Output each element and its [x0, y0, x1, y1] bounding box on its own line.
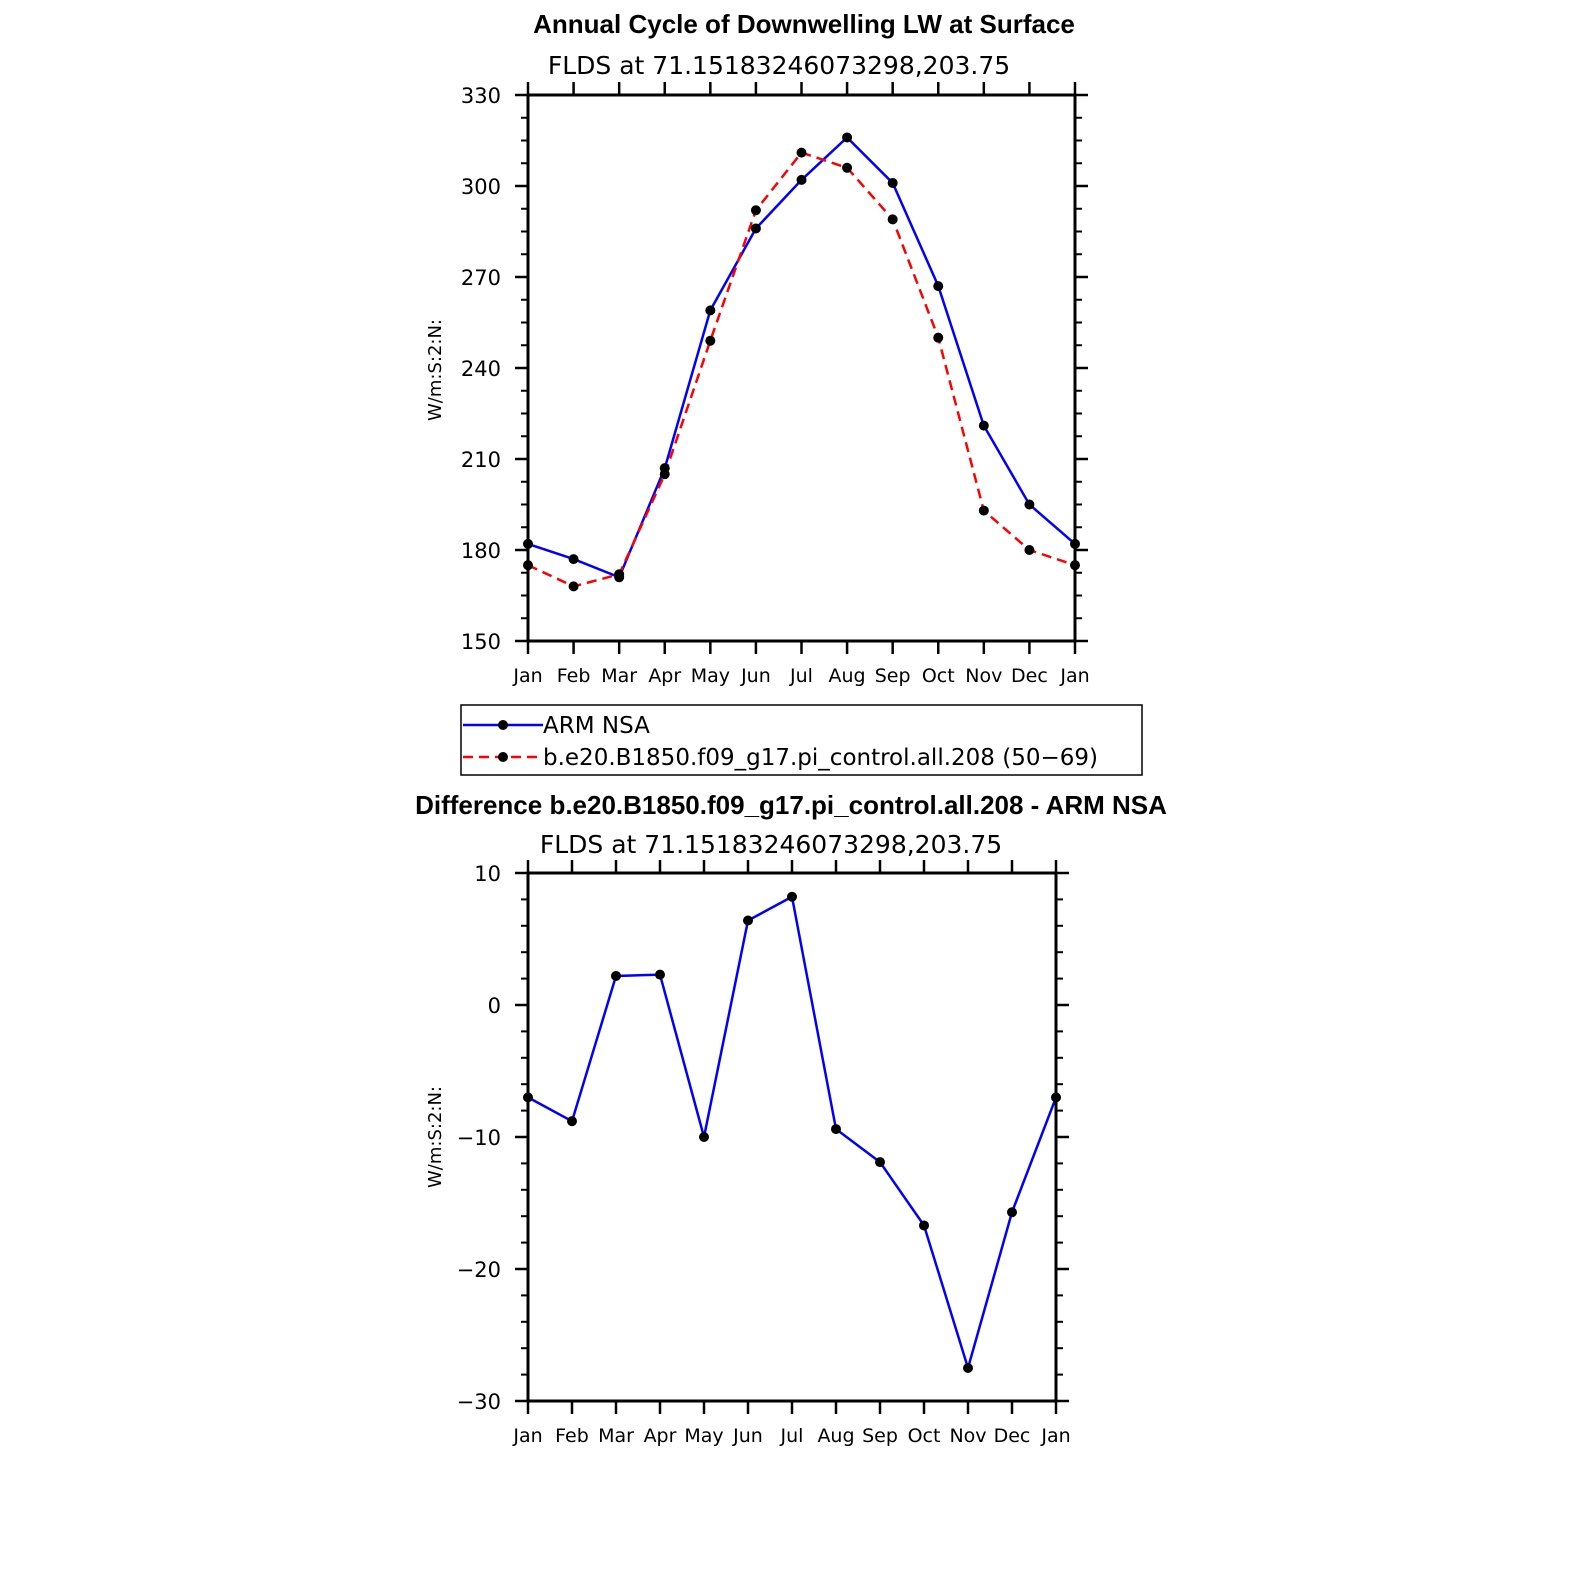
- axis-ticks: 150 180 210 240 270 300 330 Jan Feb Mar Apr May Jun J…: [461, 82, 1090, 687]
- data-point: [1007, 1207, 1017, 1218]
- y-tick-label: 240: [461, 357, 501, 381]
- data-point: [699, 1132, 709, 1142]
- data-point: [933, 281, 944, 292]
- series-points: [523, 132, 1080, 592]
- x-tick-label: Feb: [555, 1425, 589, 1447]
- series-line-1: [527, 151, 1076, 588]
- data-point: [919, 1220, 929, 1231]
- data-point: [796, 174, 807, 185]
- x-tick-label: Oct: [922, 665, 955, 687]
- x-tick-label: Sep: [862, 1425, 898, 1447]
- x-tick-label: Aug: [817, 1425, 854, 1447]
- data-point: [1024, 545, 1035, 555]
- chart-subtitle: FLDS at 71.15183246073298,203.75: [548, 51, 1010, 80]
- y-tick-label: −30: [457, 1390, 501, 1414]
- x-tick-label: Jan: [1059, 665, 1089, 687]
- series-points: [523, 891, 1061, 1373]
- axis-ticks: −30 −20 −10 0 10 Jan Feb Mar Apr May Jun Jul Aug Sep O…: [457, 860, 1071, 1447]
- plot-frame: [526, 93, 1077, 643]
- x-tick-label: Jun: [732, 1425, 763, 1447]
- y-tick-label: −20: [457, 1258, 501, 1282]
- y-tick-label: 300: [461, 175, 501, 199]
- data-point: [750, 205, 761, 216]
- x-tick-label: Aug: [829, 665, 866, 687]
- x-tick-label: Jan: [1040, 1425, 1070, 1447]
- y-tick-label: 330: [461, 84, 501, 108]
- x-tick-label: May: [691, 665, 730, 687]
- y-tick-label: 0: [488, 994, 501, 1018]
- data-point: [614, 569, 625, 580]
- x-tick-label: Mar: [601, 665, 637, 687]
- y-tick-label: 270: [461, 266, 501, 290]
- x-tick-label: Jul: [789, 665, 813, 687]
- y-tick-label: 150: [461, 630, 501, 654]
- data-point: [842, 162, 853, 173]
- data-point: [842, 132, 853, 143]
- chart-title: Difference b.e20.B1850.f09_g17.pi_contro…: [415, 790, 1167, 820]
- series-line-0: [527, 135, 1076, 579]
- legend: ARM NSA b.e20.B1850.f09_g17.pi_control.a…: [460, 704, 1143, 776]
- x-tick-label: Apr: [648, 665, 681, 687]
- legend-box: [460, 704, 1143, 776]
- y-tick-label: 10: [474, 862, 501, 886]
- chart-subtitle: FLDS at 71.15183246073298,203.75: [540, 830, 1002, 859]
- data-point: [887, 177, 898, 188]
- annual-cycle-chart: Annual Cycle of Downwelling LW at Surfac…: [425, 9, 1090, 687]
- x-tick-label: Jul: [780, 1425, 804, 1447]
- x-tick-label: Mar: [598, 1425, 634, 1447]
- x-tick-label: May: [684, 1425, 723, 1447]
- data-point: [787, 891, 797, 902]
- data-point: [933, 332, 944, 343]
- x-tick-label: Oct: [908, 1425, 941, 1447]
- data-point: [705, 305, 716, 316]
- x-tick-label: Jun: [740, 665, 771, 687]
- data-point: [611, 970, 621, 981]
- data-point: [659, 469, 670, 480]
- data-point: [568, 554, 579, 565]
- y-tick-label: 180: [461, 539, 501, 563]
- data-point: [705, 335, 716, 346]
- chart-title: Annual Cycle of Downwelling LW at Surfac…: [533, 9, 1075, 39]
- data-point: [831, 1124, 841, 1135]
- difference-chart: Difference b.e20.B1850.f09_g17.pi_contro…: [415, 790, 1167, 1447]
- legend-label-arm: ARM NSA: [543, 713, 650, 739]
- x-tick-label: Jan: [512, 1425, 542, 1447]
- x-tick-label: Feb: [557, 665, 591, 687]
- y-tick-label: 210: [461, 448, 501, 472]
- y-tick-label: −10: [457, 1126, 501, 1150]
- series-lines: [527, 135, 1076, 588]
- x-tick-label: Dec: [1011, 665, 1048, 687]
- data-point: [567, 1116, 577, 1127]
- data-point: [1024, 499, 1035, 510]
- data-point: [963, 1363, 973, 1373]
- data-point: [796, 147, 807, 158]
- y-axis-label: W/m:S:2:N:: [425, 1086, 446, 1188]
- data-point: [887, 214, 898, 225]
- legend-marker-model: [498, 752, 508, 762]
- data-point: [875, 1157, 885, 1168]
- x-tick-label: Apr: [644, 1425, 677, 1447]
- data-point: [978, 505, 989, 516]
- y-axis-label: W/m:S:2:N:: [425, 319, 446, 421]
- series-line-0: [527, 894, 1058, 1373]
- plot-frame: [526, 871, 1058, 1403]
- series-lines: [527, 894, 1058, 1373]
- data-point: [750, 223, 761, 234]
- x-tick-label: Dec: [994, 1425, 1031, 1447]
- legend-marker-arm: [498, 720, 508, 730]
- data-point: [978, 420, 989, 431]
- x-tick-label: Jan: [512, 665, 542, 687]
- data-point: [743, 915, 753, 926]
- x-tick-label: Sep: [875, 665, 911, 687]
- x-tick-label: Nov: [965, 665, 1002, 687]
- data-point: [655, 969, 665, 980]
- data-point: [568, 581, 579, 592]
- legend-label-model: b.e20.B1850.f09_g17.pi_control.all.208 (…: [543, 745, 1098, 771]
- x-tick-label: Nov: [949, 1425, 986, 1447]
